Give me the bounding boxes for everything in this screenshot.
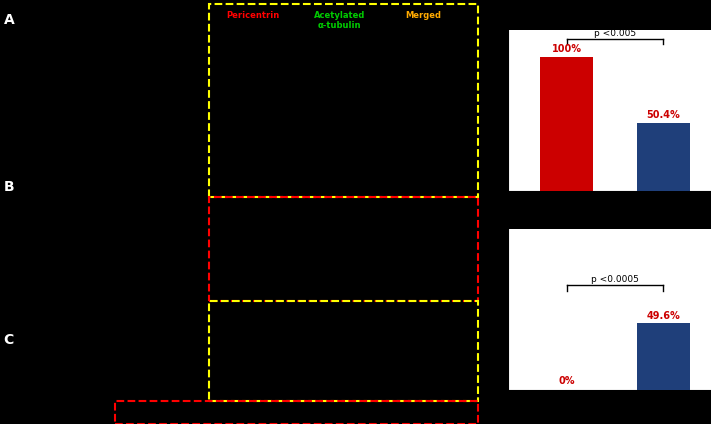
Text: B: B — [4, 180, 14, 194]
Text: p <0.0005: p <0.0005 — [591, 275, 639, 284]
Bar — [637, 123, 690, 191]
Text: Pericentrin: Pericentrin — [226, 11, 279, 20]
Text: p <0.005: p <0.005 — [594, 29, 636, 38]
Bar — [637, 324, 690, 390]
Text: C: C — [4, 333, 14, 347]
Text: 100%: 100% — [552, 44, 582, 54]
Text: D: D — [482, 13, 495, 28]
Text: Merged: Merged — [405, 11, 441, 20]
Text: 50.4%: 50.4% — [646, 110, 680, 120]
Text: Acetylated
α-tubulin: Acetylated α-tubulin — [314, 11, 365, 30]
Bar — [540, 56, 593, 191]
Text: 0%: 0% — [558, 376, 574, 386]
Y-axis label: Percentage of >1 Centrioles: Percentage of >1 Centrioles — [469, 243, 479, 377]
Text: 49.6%: 49.6% — [646, 311, 680, 321]
Y-axis label: Percentage of 1 Centrioles: Percentage of 1 Centrioles — [469, 47, 479, 174]
Text: A: A — [4, 13, 14, 27]
